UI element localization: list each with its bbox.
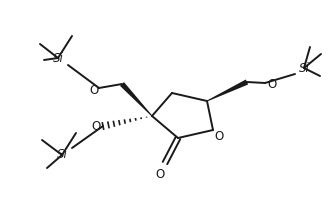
- Polygon shape: [120, 82, 153, 116]
- Text: O: O: [267, 78, 277, 92]
- Text: O: O: [89, 84, 99, 97]
- Text: Si: Si: [52, 51, 63, 65]
- Polygon shape: [207, 80, 248, 101]
- Text: Si: Si: [57, 149, 67, 161]
- Text: O: O: [155, 169, 165, 181]
- Text: O: O: [215, 130, 224, 143]
- Text: Si: Si: [298, 61, 309, 74]
- Text: O: O: [92, 119, 101, 133]
